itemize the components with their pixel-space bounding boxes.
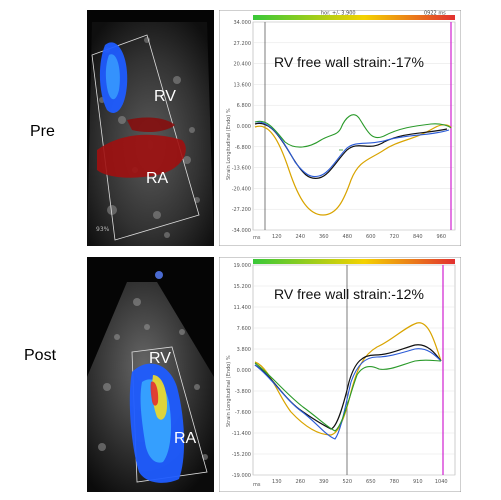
y-tick-label: 6.800 — [237, 103, 251, 109]
x-tick-label: 650 — [366, 479, 376, 485]
y-tick-label: 15.200 — [234, 284, 252, 290]
post-ra-label: RA — [174, 430, 197, 447]
y-tick-label: 0.000 — [237, 368, 251, 374]
strain-curve-blue — [254, 348, 442, 440]
y-tick-label: 34.000 — [234, 20, 252, 26]
y-tick-label: 19.000 — [234, 263, 252, 269]
y-tick-label: 3.800 — [237, 347, 251, 353]
x-tick-label: 910 — [413, 479, 423, 485]
x-tick-label: 120 — [272, 234, 282, 240]
y-tick-label: -13.600 — [232, 166, 251, 172]
y-tick-label: -20.400 — [232, 186, 251, 192]
row-label-pre: Pre — [30, 123, 55, 140]
y-tick-label: -19.000 — [232, 473, 251, 479]
strain-curve-green — [254, 114, 452, 148]
pre-strain-chart: hor. +/- 3.900 0922 ms RV free wall stra… — [219, 10, 461, 246]
y-tick-label: -3.800 — [235, 389, 251, 395]
strain-curve-yellow — [254, 124, 452, 216]
post-x-unit: ms — [253, 482, 261, 488]
pre-strain-title: RV free wall strain:-17% — [274, 54, 424, 70]
x-tick-label: 520 — [342, 479, 352, 485]
y-tick-label: 13.600 — [234, 82, 252, 88]
x-tick-label: 1040 — [435, 479, 448, 485]
y-tick-label: 11.400 — [234, 305, 252, 311]
post-echo-image: RV RA — [87, 257, 214, 492]
y-tick-label: 0.000 — [237, 124, 251, 130]
x-tick-label: 260 — [295, 479, 305, 485]
y-tick-label: 27.200 — [234, 41, 252, 47]
y-tick-label: -15.200 — [232, 452, 251, 458]
pre-ra-label: RA — [146, 170, 169, 187]
pre-y-axis-label: Strain Longitudinal (Endo) % — [226, 108, 232, 180]
y-tick-label: 7.600 — [237, 326, 251, 332]
y-tick-label: -27.200 — [232, 207, 251, 213]
x-tick-label: 240 — [295, 234, 305, 240]
pre-rv-label: RV — [154, 88, 176, 105]
pre-header-right: 0922 ms — [424, 11, 446, 17]
post-strain-title: RV free wall strain:-12% — [274, 286, 424, 302]
y-tick-label: -34.000 — [232, 228, 251, 234]
y-tick-label: -11.400 — [232, 431, 251, 437]
post-strain-chart: RV free wall strain:-12% 19.000 15.200 11.… — [219, 257, 461, 492]
x-tick-label: 480 — [342, 234, 352, 240]
row-label-post: Post — [24, 347, 57, 364]
pre-echo-image: RV RA 93% — [87, 10, 214, 246]
y-tick-label: -6.800 — [235, 145, 251, 151]
x-tick-label: 360 — [319, 234, 329, 240]
x-tick-label: 720 — [389, 234, 399, 240]
pre-header-left: hor. +/- 3.900 — [321, 11, 356, 17]
x-tick-label: 130 — [272, 479, 282, 485]
post-y-axis-label: Strain Longitudinal (Endo) % — [226, 355, 232, 427]
x-tick-label: 780 — [389, 479, 399, 485]
x-tick-label: 960 — [436, 234, 446, 240]
x-tick-label: 390 — [319, 479, 329, 485]
pre-corner-text: 93% — [96, 226, 110, 233]
strain-curve-green — [254, 359, 442, 432]
x-tick-label: 600 — [366, 234, 376, 240]
strain-curve-blue — [254, 121, 450, 178]
x-tick-label: 840 — [413, 234, 423, 240]
post-rv-label: RV — [149, 350, 171, 367]
y-tick-label: 20.400 — [234, 62, 252, 68]
y-tick-label: -7.600 — [235, 410, 251, 416]
pre-x-unit: ms — [253, 235, 261, 241]
